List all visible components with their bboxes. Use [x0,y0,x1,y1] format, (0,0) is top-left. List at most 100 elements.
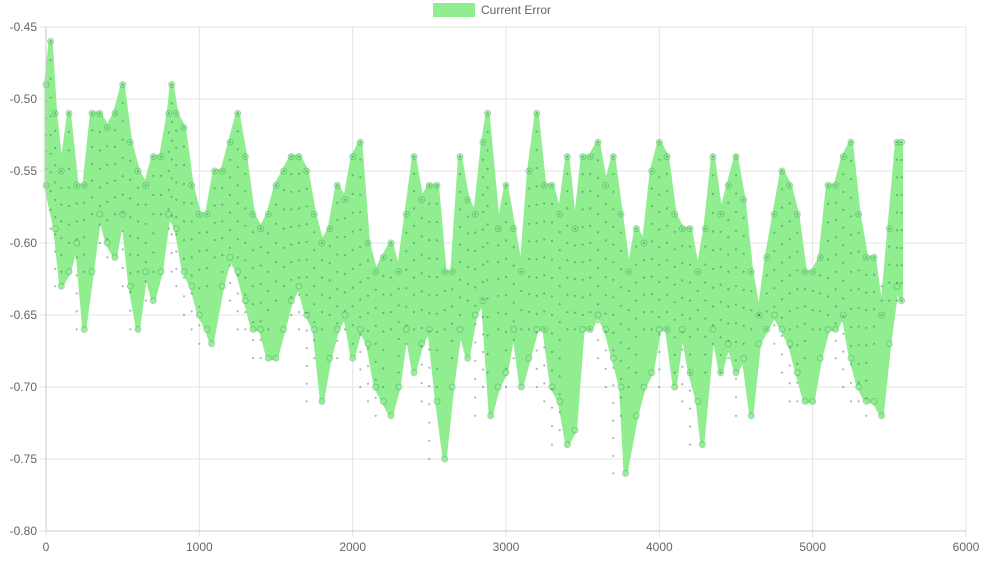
data-point[interactable] [563,153,571,161]
data-point[interactable] [188,282,196,290]
data-point[interactable] [142,181,150,189]
data-point[interactable] [287,153,295,161]
data-point[interactable] [172,109,180,117]
data-point[interactable] [898,297,906,305]
data-point[interactable] [847,354,855,362]
data-point[interactable] [885,340,893,348]
data-point[interactable] [295,153,303,161]
data-point[interactable] [832,325,840,333]
data-point[interactable] [878,311,886,319]
data-point[interactable] [678,225,686,233]
data-point[interactable] [418,196,426,204]
data-point[interactable] [648,369,656,377]
legend[interactable]: Current Error [433,3,551,17]
data-point[interactable] [824,325,832,333]
data-point[interactable] [898,138,906,146]
data-point[interactable] [717,369,725,377]
data-point[interactable] [655,138,663,146]
data-point[interactable] [632,225,640,233]
data-point[interactable] [832,181,840,189]
data-point[interactable] [80,181,88,189]
data-point[interactable] [770,210,778,218]
data-point[interactable] [878,412,886,420]
data-point[interactable] [310,325,318,333]
data-point[interactable] [264,354,272,362]
data-point[interactable] [847,138,855,146]
data-point[interactable] [548,181,556,189]
data-point[interactable] [747,268,755,276]
data-point[interactable] [226,253,234,261]
data-point[interactable] [571,225,579,233]
data-point[interactable] [686,225,694,233]
data-point[interactable] [134,325,142,333]
data-point[interactable] [73,181,81,189]
data-point[interactable] [586,153,594,161]
data-point[interactable] [816,253,824,261]
data-point[interactable] [218,282,226,290]
data-point[interactable] [556,210,564,218]
data-point[interactable] [372,268,380,276]
data-point[interactable] [471,311,479,319]
data-point[interactable] [241,153,249,161]
data-point[interactable] [484,109,492,117]
data-point[interactable] [211,167,219,175]
data-point[interactable] [709,325,717,333]
data-point[interactable] [280,325,288,333]
legend-label[interactable]: Current Error [481,3,551,17]
data-point[interactable] [793,210,801,218]
data-point[interactable] [157,268,165,276]
data-point[interactable] [57,282,65,290]
data-point[interactable] [525,354,533,362]
data-point[interactable] [51,109,59,117]
data-point[interactable] [456,153,464,161]
data-point[interactable] [208,340,216,348]
data-point[interactable] [341,311,349,319]
data-point[interactable] [103,124,111,132]
data-point[interactable] [356,138,364,146]
data-point[interactable] [341,196,349,204]
data-point[interactable] [303,167,311,175]
data-point[interactable] [149,297,157,305]
data-point[interactable] [663,153,671,161]
data-point[interactable] [602,325,610,333]
data-point[interactable] [809,268,817,276]
data-point[interactable] [671,210,679,218]
data-point[interactable] [609,153,617,161]
data-point[interactable] [579,153,587,161]
data-point[interactable] [134,167,142,175]
data-point[interactable] [142,268,150,276]
data-point[interactable] [494,225,502,233]
data-point[interactable] [80,325,88,333]
data-point[interactable] [318,239,326,247]
data-point[interactable] [740,354,748,362]
data-point[interactable] [801,397,809,405]
data-point[interactable] [295,282,303,290]
data-point[interactable] [763,325,771,333]
data-point[interactable] [234,109,242,117]
data-point[interactable] [893,282,901,290]
data-point[interactable] [287,297,295,305]
data-point[interactable] [594,138,602,146]
data-point[interactable] [755,311,763,319]
data-point[interactable] [755,340,763,348]
data-point[interactable] [602,181,610,189]
data-point[interactable] [180,268,188,276]
data-point[interactable] [425,325,433,333]
data-point[interactable] [678,325,686,333]
data-point[interactable] [433,181,441,189]
data-point[interactable] [786,181,794,189]
data-point[interactable] [395,268,403,276]
data-point[interactable] [563,441,571,449]
data-point[interactable] [165,210,173,218]
data-point[interactable] [119,81,127,89]
data-point[interactable] [119,210,127,218]
data-point[interactable] [218,167,226,175]
data-point[interactable] [648,167,656,175]
data-point[interactable] [448,268,456,276]
data-point[interactable] [510,225,518,233]
data-point[interactable] [579,325,587,333]
data-point[interactable] [793,369,801,377]
data-point[interactable] [349,354,357,362]
data-point[interactable] [410,369,418,377]
data-point[interactable] [571,426,579,434]
